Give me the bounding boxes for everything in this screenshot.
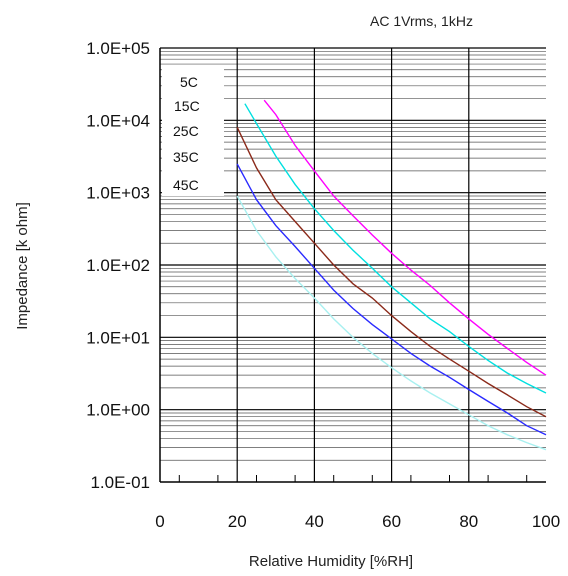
x-tick-labels: 0 20 40 60 80 100	[155, 512, 560, 531]
legend: 5C 15C 25C 35C 45C	[162, 66, 224, 196]
x-tick-label: 20	[228, 512, 247, 531]
series-line-35c	[236, 163, 547, 436]
legend-label-25c: 25C	[173, 123, 199, 139]
y-tick-label: 1.0E+01	[86, 328, 150, 347]
y-axis-label: Impedance [k ohm]	[14, 202, 31, 330]
x-tick-label: 80	[459, 512, 478, 531]
y-tick-label: 1.0E+05	[86, 39, 150, 58]
series-line-5c	[263, 99, 547, 376]
x-tick-label: 60	[382, 512, 401, 531]
y-tick-label: 1.0E+03	[86, 184, 150, 203]
x-axis-label: Relative Humidity [%RH]	[249, 553, 413, 570]
x-minor-ticks	[178, 475, 528, 482]
series-line-15c	[244, 103, 547, 394]
chart-annotation: AC 1Vrms, 1kHz	[370, 13, 473, 29]
series-layer	[236, 99, 547, 451]
y-tick-label: 1.0E+00	[86, 401, 150, 420]
x-tick-label: 40	[305, 512, 324, 531]
y-tick-label: 1.0E+04	[86, 111, 150, 130]
y-tick-labels: 1.0E-01 1.0E+00 1.0E+01 1.0E+02 1.0E+03 1.0E+…	[86, 39, 150, 492]
y-tick-label: 1.0E+02	[86, 256, 150, 275]
legend-background	[162, 66, 224, 196]
x-tick-label: 0	[155, 512, 164, 531]
legend-label-35c: 35C	[173, 149, 199, 165]
x-tick-label: 100	[532, 512, 560, 531]
series-line-25c	[236, 126, 547, 418]
legend-label-15c: 15C	[174, 98, 200, 114]
plot-frame	[159, 47, 546, 483]
legend-label-45c: 45C	[173, 177, 199, 193]
minor-gridlines	[160, 50, 546, 461]
y-tick-label: 1.0E-01	[90, 473, 150, 492]
series-line-45c	[236, 195, 547, 451]
legend-label-5c: 5C	[180, 74, 198, 90]
